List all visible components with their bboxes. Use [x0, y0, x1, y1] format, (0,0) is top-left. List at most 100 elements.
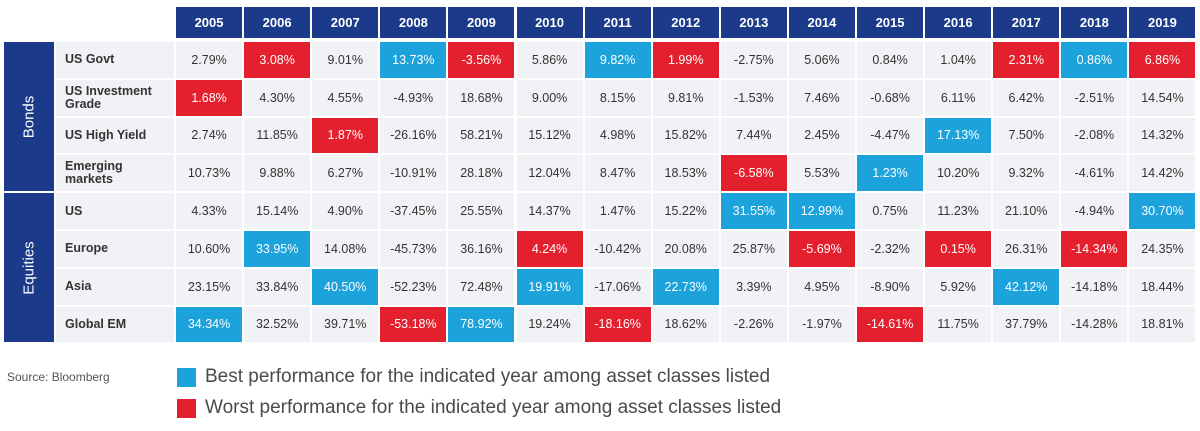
table-cell: -2.32% [857, 231, 924, 267]
table-cell: 28.18% [448, 155, 515, 192]
year-header: 2014 [788, 7, 855, 38]
table-cell: 8.15% [584, 79, 651, 116]
table-cell: 18.53% [652, 155, 719, 192]
year-header: 2015 [857, 7, 924, 38]
cell-best: 33.95% [244, 231, 311, 267]
legend-best-label: Best performance for the indicated year … [205, 366, 771, 387]
year-header: 2016 [925, 7, 992, 38]
cell-best: 12.99% [788, 193, 855, 229]
cell-best: 13.73% [380, 42, 447, 78]
table-cell: 6.42% [993, 79, 1060, 116]
year-header: 2010 [516, 7, 583, 38]
table-cell: 5.92% [925, 268, 992, 305]
year-header: 2013 [720, 7, 787, 38]
table-cell: 7.46% [788, 79, 855, 116]
cell-worst: -14.61% [857, 306, 924, 343]
table-cell: 33.84% [244, 268, 311, 305]
legend-best-swatch [177, 367, 196, 387]
table-cell: -14.28% [1061, 306, 1128, 343]
table-cell: 72.48% [448, 268, 515, 305]
year-header: 2009 [448, 7, 515, 38]
source-note: Source: Bloomberg [7, 370, 110, 384]
row-label: US High Yield [56, 117, 174, 154]
row-label: US [56, 193, 174, 229]
table-cell: 2.45% [788, 117, 855, 154]
table-cell: 9.32% [993, 155, 1060, 192]
table-cell: 23.15% [176, 268, 243, 305]
table-cell: -2.08% [1061, 117, 1128, 154]
cell-worst: 6.86% [1129, 42, 1196, 78]
table-cell: 5.06% [788, 42, 855, 78]
table-cell: 7.44% [720, 117, 787, 154]
table-cell: -37.45% [380, 193, 447, 229]
table-cell: 10.60% [176, 231, 243, 267]
table-cell: 32.52% [244, 306, 311, 343]
table-cell: 14.54% [1129, 79, 1196, 116]
table-cell: -10.91% [380, 155, 447, 192]
table-cell: -10.42% [584, 231, 651, 267]
table-cell: 21.10% [993, 193, 1060, 229]
table-cell: 4.95% [788, 268, 855, 305]
table-cell: 4.33% [176, 193, 243, 229]
table-cell: 14.42% [1129, 155, 1196, 192]
cell-best: 34.34% [176, 306, 243, 343]
table-cell: -4.61% [1061, 155, 1128, 192]
cell-best: 22.73% [652, 268, 719, 305]
table-cell: 58.21% [448, 117, 515, 154]
table-cell: -1.53% [720, 79, 787, 116]
cell-worst: 1.68% [176, 79, 243, 116]
cell-worst: 0.15% [925, 231, 992, 267]
row-label: US Investment Grade [56, 79, 174, 116]
row-label: Global EM [56, 306, 174, 343]
year-header: 2005 [176, 7, 243, 38]
legend-worst: Worst performance for the indicated year… [177, 397, 781, 419]
group-label-equities: Equities [4, 193, 54, 343]
table-cell: -2.51% [1061, 79, 1128, 116]
cell-best: 1.23% [857, 155, 924, 192]
table-cell: 15.22% [652, 193, 719, 229]
table-cell: 26.31% [993, 231, 1060, 267]
year-header: 2012 [652, 7, 719, 38]
table-cell: 2.79% [176, 42, 243, 78]
cell-best: 78.92% [448, 306, 515, 343]
table-cell: -8.90% [857, 268, 924, 305]
table-cell: 14.32% [1129, 117, 1196, 154]
table-cell: 25.87% [720, 231, 787, 267]
table-cell: 5.53% [788, 155, 855, 192]
year-header: 2011 [584, 7, 651, 38]
table-cell: 14.37% [516, 193, 583, 229]
year-header: 2006 [244, 7, 311, 38]
table-cell: 6.27% [312, 155, 379, 192]
year-header: 2007 [312, 7, 379, 38]
table-cell: 15.14% [244, 193, 311, 229]
cell-worst: -5.69% [788, 231, 855, 267]
cell-best: 31.55% [720, 193, 787, 229]
returns-table: 2005 2006 2007 2008 2009 2010 2011 2012 2013 2014… [4, 7, 1196, 343]
table-cell: 5.86% [516, 42, 583, 78]
table-cell: -1.97% [788, 306, 855, 343]
cell-best: 17.13% [925, 117, 992, 154]
table-cell: -0.68% [857, 79, 924, 116]
table-cell: 18.81% [1129, 306, 1196, 343]
table-cell: -4.47% [857, 117, 924, 154]
table-cell: 11.23% [925, 193, 992, 229]
table-cell: -52.23% [380, 268, 447, 305]
table-cell: 20.08% [652, 231, 719, 267]
table-cell: 0.75% [857, 193, 924, 229]
table-cell: 1.04% [925, 42, 992, 78]
table-cell: 12.04% [516, 155, 583, 192]
table-cell: -14.18% [1061, 268, 1128, 305]
cell-worst: -53.18% [380, 306, 447, 343]
cell-best: 9.82% [584, 42, 651, 78]
group-label-text: Equities [20, 241, 38, 295]
table-cell: 24.35% [1129, 231, 1196, 267]
table-cell: 4.90% [312, 193, 379, 229]
year-header: 2017 [993, 7, 1060, 38]
group-label-bonds: Bonds [4, 42, 54, 192]
table-cell: 18.62% [652, 306, 719, 343]
cell-worst: 3.08% [244, 42, 311, 78]
table-cell: 15.82% [652, 117, 719, 154]
table-cell: 1.47% [584, 193, 651, 229]
table-cell: -4.94% [1061, 193, 1128, 229]
table-cell: 9.00% [516, 79, 583, 116]
